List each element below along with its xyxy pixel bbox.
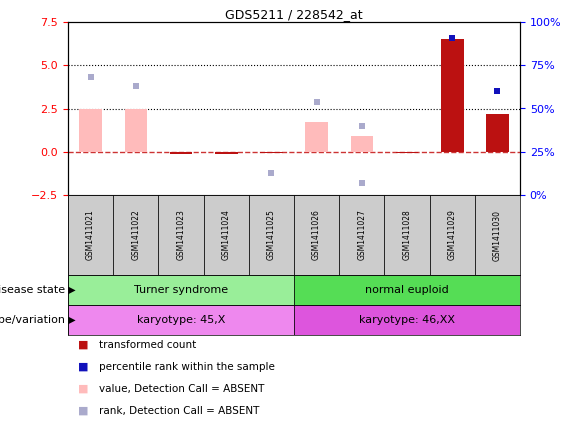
Text: ■: ■	[78, 406, 89, 416]
Bar	[350, 136, 373, 152]
Text: ■: ■	[78, 384, 89, 394]
Bar	[215, 152, 237, 154]
Text: percentile rank within the sample: percentile rank within the sample	[99, 362, 275, 372]
Bar	[68, 275, 294, 305]
Bar	[170, 152, 192, 154]
Bar	[429, 195, 475, 275]
Bar	[260, 152, 282, 154]
Text: ■: ■	[78, 340, 89, 350]
Text: GSM1411024: GSM1411024	[221, 209, 231, 261]
Bar	[124, 109, 147, 152]
Bar	[339, 195, 384, 275]
Text: GSM1411021: GSM1411021	[86, 210, 95, 261]
Bar	[158, 195, 203, 275]
Text: ■: ■	[78, 362, 89, 372]
Bar	[68, 305, 294, 335]
Bar	[384, 195, 429, 275]
Text: karyotype: 45,X: karyotype: 45,X	[137, 315, 225, 325]
Bar	[113, 195, 158, 275]
Bar	[249, 195, 294, 275]
Text: normal euploid: normal euploid	[365, 285, 449, 295]
Text: GSM1411025: GSM1411025	[267, 209, 276, 261]
Bar	[396, 152, 418, 154]
Text: value, Detection Call = ABSENT: value, Detection Call = ABSENT	[99, 384, 265, 394]
Text: ▶: ▶	[65, 315, 76, 325]
Bar	[441, 39, 463, 152]
Text: GSM1411026: GSM1411026	[312, 209, 321, 261]
Bar	[486, 114, 508, 152]
Bar	[475, 195, 520, 275]
Text: GSM1411030: GSM1411030	[493, 209, 502, 261]
Text: rank, Detection Call = ABSENT: rank, Detection Call = ABSENT	[99, 406, 260, 416]
Bar	[294, 195, 339, 275]
Text: transformed count: transformed count	[99, 340, 197, 350]
Bar	[79, 109, 102, 152]
Text: GSM1411027: GSM1411027	[357, 209, 366, 261]
Text: ▶: ▶	[65, 285, 76, 295]
Text: karyotype: 46,XX: karyotype: 46,XX	[359, 315, 455, 325]
Bar	[294, 305, 520, 335]
Text: Turner syndrome: Turner syndrome	[134, 285, 228, 295]
Text: GSM1411023: GSM1411023	[176, 209, 185, 261]
Text: genotype/variation: genotype/variation	[0, 315, 65, 325]
Text: GSM1411029: GSM1411029	[447, 209, 457, 261]
Text: GSM1411022: GSM1411022	[131, 210, 140, 261]
Text: GSM1411028: GSM1411028	[402, 210, 411, 261]
Text: disease state: disease state	[0, 285, 65, 295]
Bar	[203, 195, 249, 275]
Bar	[305, 122, 328, 152]
Bar	[68, 195, 113, 275]
Bar	[294, 275, 520, 305]
Title: GDS5211 / 228542_at: GDS5211 / 228542_at	[225, 8, 363, 21]
